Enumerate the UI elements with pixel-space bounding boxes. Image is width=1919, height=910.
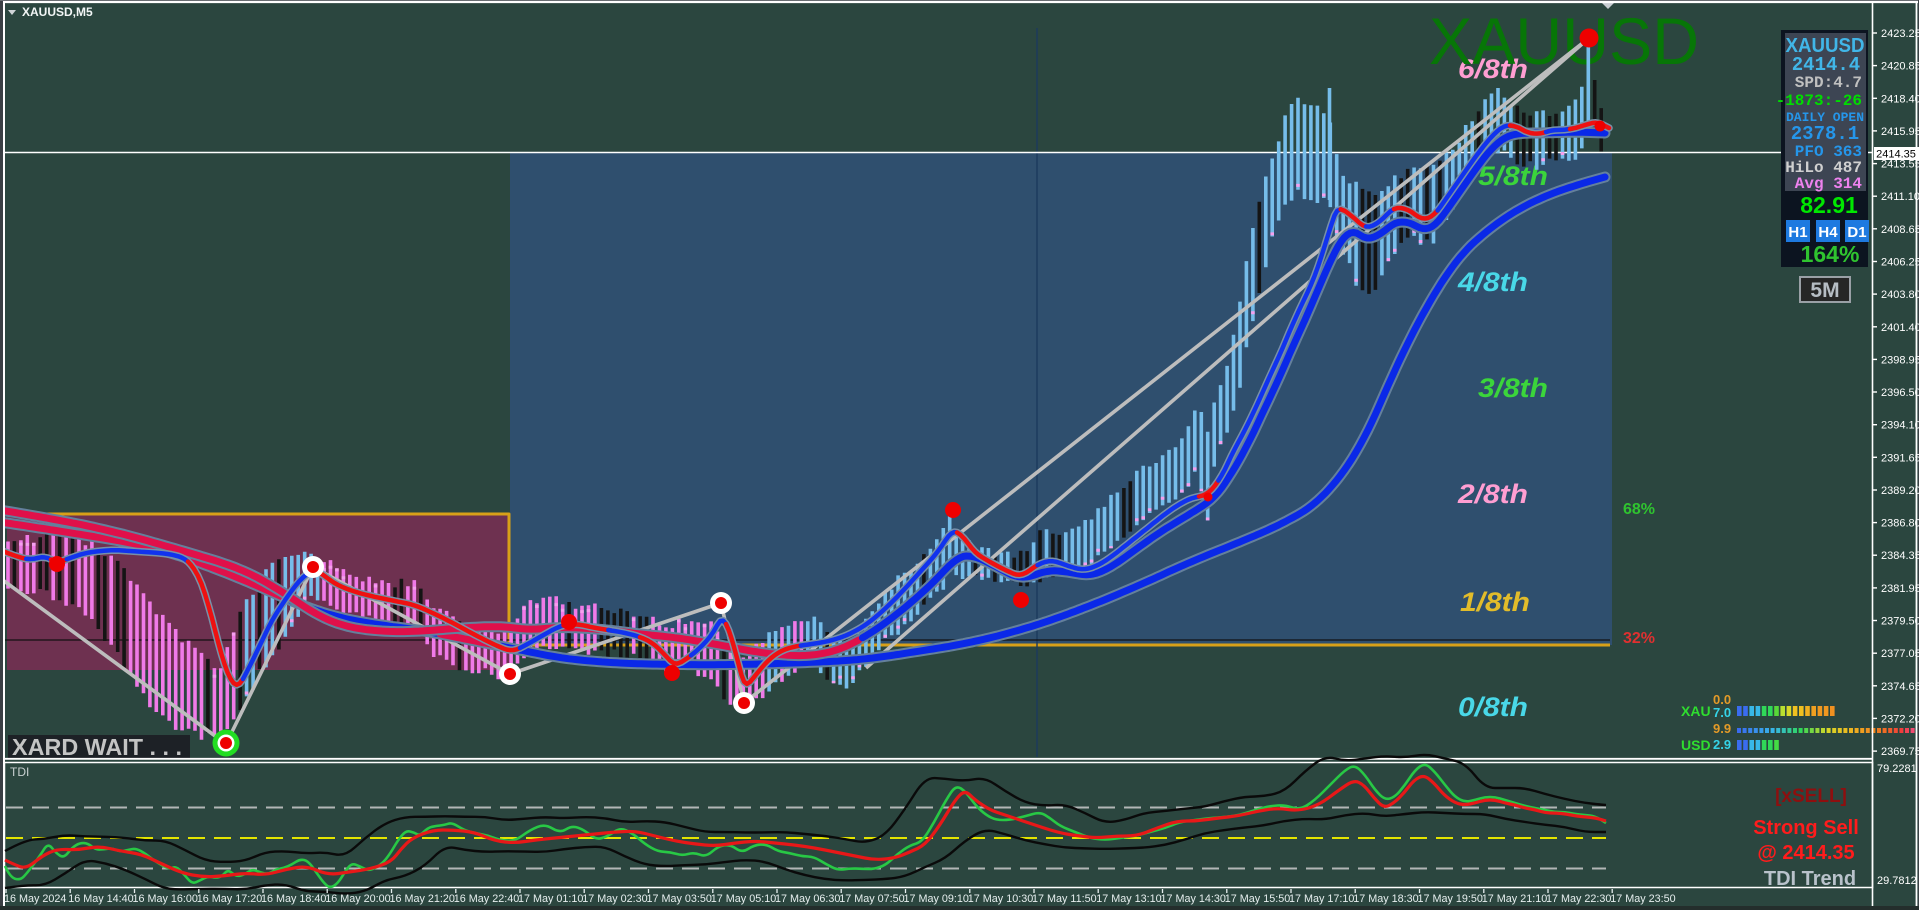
svg-text:USD: USD: [1681, 737, 1711, 753]
svg-text:2389.20: 2389.20: [1881, 485, 1919, 497]
svg-text:2420.85: 2420.85: [1881, 61, 1919, 73]
svg-text:2372.20: 2372.20: [1881, 713, 1919, 725]
svg-text:17 May 11:50: 17 May 11:50: [1032, 893, 1097, 905]
svg-text:2411.10: 2411.10: [1881, 191, 1919, 203]
svg-text:17 May 06:30: 17 May 06:30: [775, 893, 840, 905]
svg-text:3/8th: 3/8th: [1478, 373, 1548, 403]
svg-text:16 May 16:00: 16 May 16:00: [133, 893, 198, 905]
svg-text:TDI: TDI: [10, 765, 29, 779]
svg-text:Strong Sell: Strong Sell: [1753, 817, 1859, 839]
svg-text:2414.4: 2414.4: [1792, 54, 1860, 76]
svg-text:2418.40: 2418.40: [1881, 93, 1919, 105]
svg-text:16 May 21:20: 16 May 21:20: [390, 893, 455, 905]
svg-text:2394.10: 2394.10: [1881, 420, 1919, 432]
svg-text:79.2281: 79.2281: [1877, 763, 1917, 775]
svg-text:SPD:4.7: SPD:4.7: [1795, 74, 1862, 92]
svg-text:XAUUSD: XAUUSD: [1786, 35, 1865, 57]
svg-text:68%: 68%: [1623, 501, 1655, 518]
svg-text:16 May 22:40: 16 May 22:40: [454, 893, 519, 905]
svg-text:17 May 15:50: 17 May 15:50: [1225, 893, 1290, 905]
svg-text:2377.05: 2377.05: [1881, 648, 1919, 660]
svg-text:17 May 21:10: 17 May 21:10: [1482, 893, 1547, 905]
svg-text:29.7812: 29.7812: [1877, 875, 1917, 887]
svg-text:2406.25: 2406.25: [1881, 257, 1919, 269]
svg-text:17 May 18:30: 17 May 18:30: [1353, 893, 1418, 905]
svg-text:17 May 01:10: 17 May 01:10: [518, 893, 583, 905]
svg-text:H1: H1: [1788, 224, 1807, 241]
svg-text:17 May 10:30: 17 May 10:30: [968, 893, 1033, 905]
svg-text:5M: 5M: [1810, 279, 1839, 302]
svg-text:2403.80: 2403.80: [1881, 289, 1919, 301]
svg-text:2374.65: 2374.65: [1881, 681, 1919, 693]
svg-text:17 May 03:50: 17 May 03:50: [647, 893, 712, 905]
svg-text:DAILY OPEN: DAILY OPEN: [1786, 110, 1864, 125]
svg-text:Avg 314: Avg 314: [1795, 175, 1863, 193]
svg-text:2384.35: 2384.35: [1881, 550, 1919, 562]
svg-text:XARD WAIT . . .: XARD WAIT . . .: [12, 734, 182, 760]
svg-text:2.9: 2.9: [1713, 737, 1731, 752]
svg-text:2378.1: 2378.1: [1791, 123, 1859, 145]
svg-text:2391.65: 2391.65: [1881, 452, 1919, 464]
svg-text:82.91: 82.91: [1800, 192, 1858, 218]
svg-text:16 May 14:40: 16 May 14:40: [68, 893, 133, 905]
svg-text:2369.75: 2369.75: [1881, 746, 1919, 758]
svg-text:@ 2414.35: @ 2414.35: [1757, 842, 1854, 864]
svg-text:17 May 07:50: 17 May 07:50: [839, 893, 904, 905]
svg-text:9.9: 9.9: [1713, 721, 1731, 736]
svg-text:2381.95: 2381.95: [1881, 583, 1919, 595]
svg-text:2396.50: 2396.50: [1881, 387, 1919, 399]
svg-text:D1: D1: [1847, 224, 1866, 241]
svg-text:TDI Trend: TDI Trend: [1764, 868, 1856, 890]
svg-text:16 May 17:20: 16 May 17:20: [197, 893, 262, 905]
svg-text:H4: H4: [1818, 224, 1838, 241]
svg-text:4/8th: 4/8th: [1457, 267, 1528, 297]
svg-text:17 May 13:10: 17 May 13:10: [1096, 893, 1161, 905]
svg-text:2413.55: 2413.55: [1881, 159, 1919, 171]
svg-text:16 May 18:40: 16 May 18:40: [261, 893, 326, 905]
svg-text:XAUUSD,M5: XAUUSD,M5: [22, 5, 93, 19]
svg-text:0/8th: 0/8th: [1458, 692, 1528, 722]
svg-text:1/8th: 1/8th: [1460, 587, 1530, 617]
svg-text:2408.65: 2408.65: [1881, 224, 1919, 236]
svg-text:32%: 32%: [1623, 630, 1655, 647]
svg-text:164%: 164%: [1801, 241, 1860, 267]
svg-text:7.0: 7.0: [1713, 705, 1731, 720]
svg-text:6/8th: 6/8th: [1458, 54, 1528, 84]
svg-text:XAU: XAU: [1681, 703, 1711, 719]
svg-text:2423.25: 2423.25: [1881, 28, 1919, 40]
svg-text:2414.35: 2414.35: [1876, 149, 1916, 161]
svg-text:2415.95: 2415.95: [1881, 126, 1919, 138]
svg-text:[xSELL]: [xSELL]: [1775, 786, 1847, 807]
svg-text:17 May 05:10: 17 May 05:10: [711, 893, 776, 905]
svg-text:16 May 20:00: 16 May 20:00: [325, 893, 390, 905]
svg-text:17 May 09:10: 17 May 09:10: [904, 893, 969, 905]
svg-text:0.0: 0.0: [1713, 692, 1731, 707]
svg-text:17 May 19:50: 17 May 19:50: [1418, 893, 1483, 905]
svg-text:2401.40: 2401.40: [1881, 322, 1919, 334]
svg-text:2398.95: 2398.95: [1881, 354, 1919, 366]
svg-text:2386.80: 2386.80: [1881, 518, 1919, 530]
svg-text:17 May 23:50: 17 May 23:50: [1610, 893, 1675, 905]
svg-text:2379.50: 2379.50: [1881, 616, 1919, 628]
svg-text:16 May 2024: 16 May 2024: [4, 893, 66, 905]
svg-text:17 May 17:10: 17 May 17:10: [1289, 893, 1354, 905]
svg-text:17 May 22:30: 17 May 22:30: [1546, 893, 1611, 905]
svg-text:17 May 02:30: 17 May 02:30: [582, 893, 647, 905]
svg-text:XAUUSD: XAUUSD: [1429, 4, 1699, 78]
svg-text:HiLo 487: HiLo 487: [1785, 159, 1862, 177]
svg-text:17 May 14:30: 17 May 14:30: [1161, 893, 1226, 905]
svg-text:2/8th: 2/8th: [1457, 479, 1528, 509]
svg-text:-1873:-26: -1873:-26: [1776, 92, 1862, 110]
svg-text:PFO 363: PFO 363: [1795, 143, 1862, 161]
